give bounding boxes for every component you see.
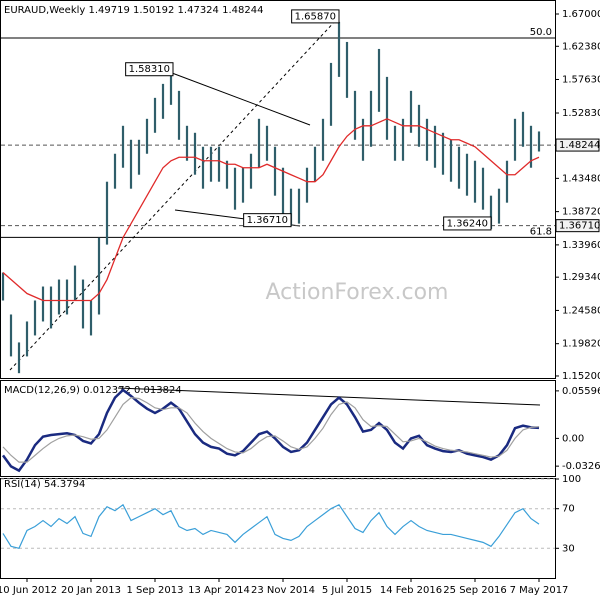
annotation-box <box>443 216 492 231</box>
macd-trend-line <box>117 387 541 406</box>
x-tick-label: 25 Sep 2016 <box>443 585 506 596</box>
y-tick-label: 0.00 <box>562 433 584 444</box>
y-tick-label: 1.19820 <box>562 339 600 350</box>
y-tick-label: 0.055965 <box>562 386 600 397</box>
y-tick-label: 70 <box>562 504 575 515</box>
annotation: 1.65870 <box>295 11 336 22</box>
series-line <box>1 388 540 473</box>
annotation: 1.36710 <box>247 215 288 226</box>
x-tick-label: 5 Jul 2015 <box>322 585 372 596</box>
annotation: 1.36240 <box>447 218 488 229</box>
y-tick-label: 1.52830 <box>562 108 600 119</box>
x-tick-label: 1 Sep 2013 <box>126 585 183 596</box>
fib-level-label: 50.0 <box>530 27 552 38</box>
rsi-panel <box>0 478 556 579</box>
y-tick-label: -0.03269 <box>562 461 600 472</box>
y-tick-label: 1.15200 <box>562 371 600 382</box>
series-line <box>2 503 540 550</box>
annotation-box <box>125 62 174 77</box>
y-tick-label: 1.43480 <box>562 173 600 184</box>
trend-line <box>9 17 339 371</box>
y-tick-label: 100 <box>562 474 581 485</box>
y-tick-label: 1.62380 <box>562 41 600 52</box>
x-tick-label: 23 Nov 2014 <box>251 585 315 596</box>
y-tick-label: 1.57630 <box>562 74 600 85</box>
watermark: ActionForex.com <box>266 280 449 305</box>
series-line <box>2 397 540 463</box>
macd-title: MACD(12,26,9) 0.012372 0.013824 <box>4 385 182 396</box>
chart-title: EURAUD,Weekly 1.49719 1.50192 1.47324 1.… <box>4 5 263 16</box>
moving-average <box>2 118 540 302</box>
fib-level-label: 61.8 <box>530 226 552 237</box>
x-tick-label: 13 Apr 2014 <box>188 585 250 596</box>
y-tick-label: 30 <box>562 543 575 554</box>
rsi-title: RSI(14) 54.3794 <box>4 479 85 490</box>
y-tick-label: 1.24580 <box>562 305 600 316</box>
price-tag: 1.48244 <box>559 140 600 151</box>
trend-line <box>171 72 311 126</box>
y-tick-label: 1.33960 <box>562 240 600 251</box>
x-tick-label: 10 Jun 2012 <box>0 585 57 596</box>
y-tick-label: 1.29340 <box>562 272 600 283</box>
x-tick-label: 14 Feb 2016 <box>380 585 442 596</box>
macd-panel <box>0 380 556 477</box>
annotation-box <box>291 9 340 24</box>
price-tag: 1.36710 <box>559 221 600 232</box>
annotation: 1.58310 <box>129 64 170 75</box>
price-panel <box>0 0 556 379</box>
y-tick-label: 1.38720 <box>562 207 600 218</box>
y-tick-label: 1.67000 <box>562 9 600 20</box>
annotation-box <box>243 213 292 228</box>
x-tick-label: 20 Jan 2013 <box>61 585 121 596</box>
price-tag-box <box>555 138 600 152</box>
x-tick-label: 7 May 2017 <box>510 585 569 596</box>
price-tag-box <box>555 219 600 233</box>
